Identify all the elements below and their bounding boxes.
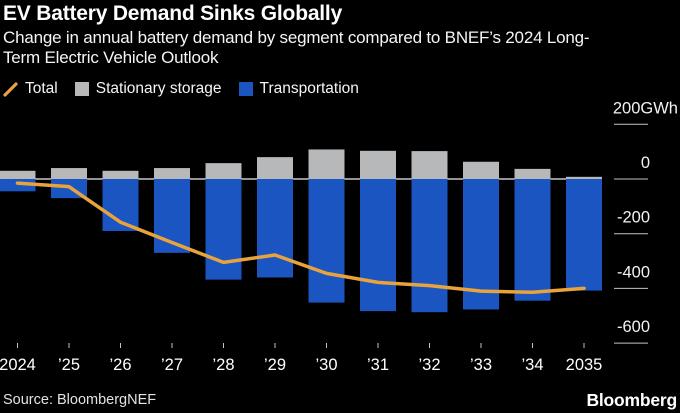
x-axis-label: 2035 — [566, 356, 603, 374]
bar-stationary-segment — [257, 157, 293, 179]
bar-transportation-segment — [411, 179, 448, 313]
chart-subtitle-line-1: Change in annual battery demand by segme… — [3, 28, 590, 47]
bar-stationary-segment — [514, 168, 551, 179]
chart-legend: Total Stationary storage Transportation — [3, 80, 359, 98]
y-axis-label: 0 — [641, 154, 650, 172]
y-axis-label: 200GWh — [613, 100, 678, 117]
legend-item-stationary-storage: Stationary storage — [74, 80, 222, 98]
total-line-marker-icon — [3, 81, 18, 97]
chart-subtitle-line-2: Term Electric Vehicle Outlook — [3, 48, 219, 67]
bar-stationary-segment — [411, 151, 448, 179]
source-note: Source: BloombergNEF — [3, 392, 157, 408]
chart-canvas: 200GWh 0 -200 -400 -600 2024 ’25 ’26 ’27 ’28 ’29 ’3… — [0, 100, 678, 374]
chart-title: EV Battery Demand Sinks Globally — [3, 2, 343, 25]
bar-stationary-segment — [51, 168, 87, 179]
bar-stationary-segment — [102, 170, 139, 179]
bar-stationary-segment — [566, 176, 602, 179]
x-axis-label: ’31 — [367, 356, 389, 374]
x-axis-label: ’30 — [315, 356, 337, 374]
legend-label-transportation: Transportation — [259, 80, 359, 97]
y-axis-label: -400 — [617, 263, 650, 281]
legend-item-transportation: Transportation — [238, 80, 359, 98]
chart-subtitle: Change in annual battery demand by segme… — [3, 28, 679, 68]
bar-stationary-segment — [463, 161, 499, 179]
stationary-storage-swatch-icon — [74, 82, 89, 96]
bar-stationary-segment — [308, 149, 345, 179]
bar-stationary-segment — [0, 170, 36, 179]
bar-transportation-segment — [308, 179, 345, 303]
bar-transportation-segment — [205, 179, 242, 280]
bar-transportation-segment — [257, 179, 293, 278]
bar-transportation-segment — [566, 179, 602, 291]
bar-stationary-segment — [154, 168, 190, 179]
x-axis-label: ’32 — [418, 356, 440, 374]
legend-label-stationary-storage: Stationary storage — [95, 80, 222, 97]
bar-transportation-segment — [463, 179, 499, 310]
x-axis-label: ’26 — [109, 356, 131, 374]
x-axis-label: ’33 — [470, 356, 492, 374]
x-axis-label: 2024 — [0, 356, 36, 374]
x-axis-label: ’27 — [161, 356, 183, 374]
bar-transportation-segment — [154, 179, 190, 253]
bar-transportation-segment — [514, 179, 551, 301]
x-axis-label: ’28 — [212, 356, 234, 374]
x-axis-label: ’29 — [264, 356, 286, 374]
y-axis-label: -200 — [617, 209, 650, 227]
total-line — [15, 181, 586, 294]
bar-transportation-segment — [360, 179, 396, 312]
legend-item-total: Total — [3, 80, 58, 98]
bar-stationary-segment — [205, 163, 242, 179]
bar-stationary-segment — [360, 150, 396, 179]
legend-label-total: Total — [25, 80, 58, 97]
transportation-swatch-icon — [238, 82, 253, 96]
x-axis-label: ’25 — [58, 356, 80, 374]
x-axis-label: ’34 — [521, 356, 543, 374]
y-axis-label: -600 — [617, 318, 650, 336]
bloomberg-logo: Bloomberg — [586, 390, 677, 410]
